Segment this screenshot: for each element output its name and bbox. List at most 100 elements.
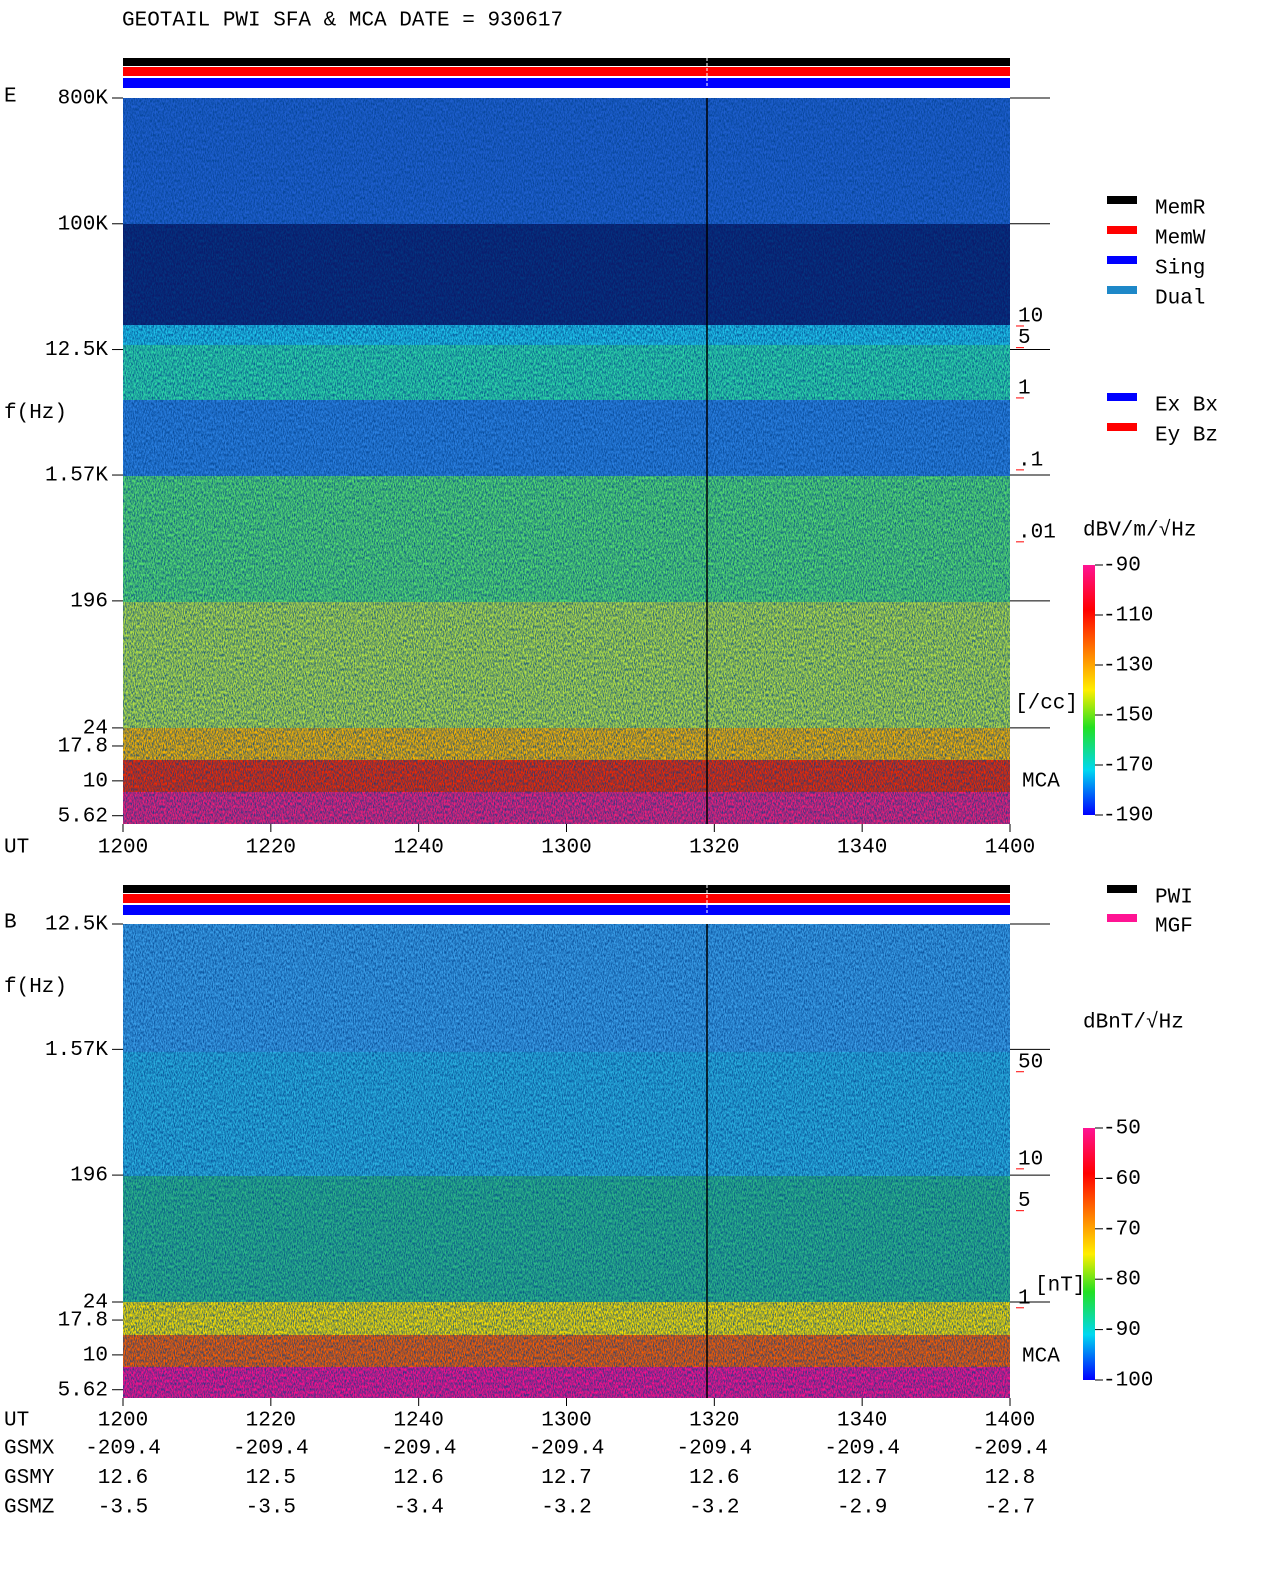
y2-tick-label: 5 [1018, 327, 1031, 350]
x-tick-label: 1220 [246, 1410, 296, 1433]
y-tick-label: 24 [83, 717, 108, 740]
orbit-value: -3.2 [541, 1497, 591, 1520]
colorbar-tick-label: -100 [1103, 1370, 1153, 1393]
legend-label: MGF [1155, 916, 1193, 939]
colorbar-tick-label: -90 [1103, 555, 1141, 578]
orbit-value: -209.4 [529, 1438, 605, 1461]
x-axis-label: UT [4, 837, 29, 860]
x-tick-label: 1240 [393, 1410, 443, 1433]
y2-tick-label: .1 [1018, 449, 1043, 472]
legend-label: PWI [1155, 887, 1193, 910]
orbit-value: -209.4 [85, 1438, 161, 1461]
x-axis-label: UT [4, 1410, 29, 1433]
orbit-value: -2.7 [985, 1497, 1035, 1520]
orbit-value: 12.6 [393, 1467, 443, 1490]
y-tick-label: 196 [70, 590, 108, 613]
y2-axis-label: [/cc] [1015, 693, 1078, 716]
x-tick-label: 1340 [837, 837, 887, 860]
orbit-row-label: GSMX [4, 1438, 55, 1461]
mca-label: MCA [1022, 1346, 1060, 1369]
colorbar-tick-label: -170 [1103, 755, 1153, 778]
y-tick-label: 5.62 [58, 805, 108, 828]
legend-label: Ey Bz [1155, 425, 1218, 448]
legend-swatch [1107, 196, 1137, 204]
y2-tick-label: 10 [1018, 306, 1043, 329]
x-tick-label: 1400 [985, 1410, 1035, 1433]
colorbar-tick-label: -110 [1103, 605, 1153, 628]
legend-swatch [1107, 914, 1137, 922]
chart-title: GEOTAIL PWI SFA & MCA DATE = 930617 [122, 10, 563, 33]
orbit-value: -3.5 [246, 1497, 296, 1520]
y2-tick-label: 50 [1018, 1051, 1043, 1074]
status-bar [123, 58, 1010, 66]
orbit-row-label: GSMY [4, 1467, 55, 1490]
orbit-value: -3.2 [689, 1497, 739, 1520]
orbit-value: -2.9 [837, 1497, 887, 1520]
legend-swatch [1107, 286, 1137, 294]
y2-tick-label: 1 [1018, 1287, 1031, 1310]
colorbar [1083, 1128, 1095, 1380]
y-tick-label: 1.57K [45, 465, 108, 488]
y-tick-label: 24 [83, 1292, 108, 1315]
y-tick-label: 5.62 [58, 1379, 108, 1402]
spectrogram-texture [123, 98, 1010, 824]
legend-swatch [1107, 423, 1137, 431]
x-tick-label: 1300 [541, 1410, 591, 1433]
orbit-value: -209.4 [677, 1438, 753, 1461]
x-tick-label: 1320 [689, 837, 739, 860]
colorbar-tick-label: -50 [1103, 1118, 1141, 1141]
y-tick-label: 10 [83, 1344, 108, 1367]
x-tick-label: 1200 [98, 1410, 148, 1433]
y-tick-label: 17.8 [58, 1310, 108, 1333]
orbit-value: -3.4 [393, 1497, 443, 1520]
orbit-value: -209.4 [972, 1438, 1048, 1461]
x-tick-label: 1200 [98, 837, 148, 860]
x-tick-label: 1340 [837, 1410, 887, 1433]
legend-swatch [1107, 885, 1137, 893]
legend-label: Ex Bx [1155, 395, 1218, 418]
colorbar-tick-label: -150 [1103, 705, 1153, 728]
y-axis-label: f(Hz) [4, 976, 67, 999]
legend-label: Sing [1155, 258, 1205, 281]
mca-label: MCA [1022, 771, 1060, 794]
colorbar-label: dBnT/√Hz [1083, 1011, 1184, 1035]
status-bar [123, 78, 1010, 88]
panel-label: B [4, 912, 17, 935]
legend-swatch [1107, 256, 1137, 264]
y2-tick-label: .01 [1018, 521, 1056, 544]
legend-swatch [1107, 393, 1137, 401]
y-tick-label: 12.5K [45, 339, 108, 362]
colorbar-tick-label: -70 [1103, 1218, 1141, 1241]
orbit-value: 12.8 [985, 1467, 1035, 1490]
colorbar-tick-label: -80 [1103, 1269, 1141, 1292]
y-tick-label: 800K [58, 88, 109, 111]
orbit-value: 12.6 [98, 1467, 148, 1490]
x-tick-label: 1400 [985, 837, 1035, 860]
orbit-value: -209.4 [824, 1438, 900, 1461]
orbit-value: -3.5 [98, 1497, 148, 1520]
y-tick-label: 17.8 [58, 736, 108, 759]
orbit-value: -209.4 [381, 1438, 457, 1461]
x-tick-label: 1240 [393, 837, 443, 860]
x-tick-label: 1320 [689, 1410, 739, 1433]
y2-tick-label: 10 [1018, 1148, 1043, 1171]
x-tick-label: 1220 [246, 837, 296, 860]
colorbar-tick-label: -130 [1103, 655, 1153, 678]
y2-tick-label: 1 [1018, 377, 1031, 400]
y-axis-label: f(Hz) [4, 402, 67, 425]
orbit-value: 12.5 [246, 1467, 296, 1490]
y-tick-label: 196 [70, 1165, 108, 1188]
legend-label: MemR [1155, 198, 1206, 221]
orbit-value: -209.4 [233, 1438, 309, 1461]
y-tick-label: 12.5K [45, 914, 108, 937]
status-bar [123, 885, 1010, 893]
colorbar [1083, 565, 1095, 815]
legend-label: Dual [1155, 288, 1205, 311]
x-tick-label: 1300 [541, 837, 591, 860]
y2-tick-label: 5 [1018, 1190, 1031, 1213]
orbit-value: 12.7 [837, 1467, 887, 1490]
y-tick-label: 100K [58, 213, 109, 236]
colorbar-tick-label: -60 [1103, 1168, 1141, 1191]
panel-label: E [4, 86, 17, 109]
legend-swatch [1107, 226, 1137, 234]
